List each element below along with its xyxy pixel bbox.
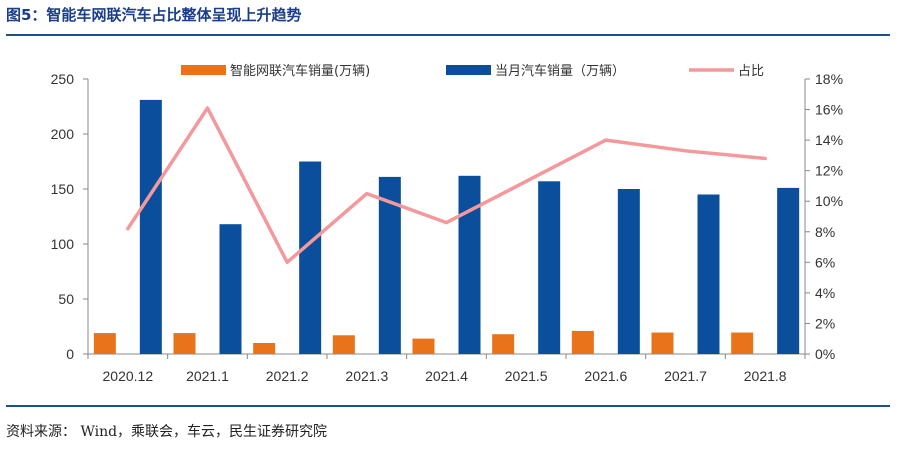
bar-total-car-sales	[458, 175, 481, 354]
y-right-tick-label: 0%	[815, 346, 835, 362]
share-point	[207, 107, 208, 109]
bar-total-car-sales	[378, 176, 401, 354]
x-tick-label: 2021.6	[584, 368, 627, 384]
bar-connected-car-sales	[412, 338, 435, 354]
y-right-tick-label: 16%	[815, 102, 843, 118]
legend-label-total: 当月汽车销量（万辆）	[495, 63, 625, 79]
y-right-tick-label: 2%	[815, 315, 835, 331]
chart-bars	[93, 99, 800, 355]
share-point	[525, 180, 527, 182]
x-tick-label: 2021.4	[425, 368, 468, 384]
x-tick-label: 2021.2	[266, 368, 309, 384]
x-tick-label: 2021.8	[744, 368, 787, 384]
share-point	[127, 228, 129, 230]
y-left-tick-label: 250	[51, 71, 75, 87]
bar-total-car-sales	[139, 99, 162, 355]
x-tick-label: 2021.7	[664, 368, 707, 384]
y-left-tick-label: 0	[66, 346, 74, 362]
bar-total-car-sales	[617, 189, 640, 354]
y-right-tick-label: 8%	[815, 224, 835, 240]
bar-connected-car-sales	[173, 333, 196, 354]
share-point	[605, 139, 607, 141]
bar-total-car-sales	[219, 224, 242, 354]
legend-label-share: 占比	[738, 64, 764, 79]
y-right-tick-label: 14%	[815, 132, 843, 148]
share-point	[764, 157, 766, 159]
x-tick-label: 2021.5	[505, 368, 548, 384]
legend-swatch-total	[446, 65, 491, 75]
bar-connected-car-sales	[651, 332, 674, 354]
chart-line	[126, 106, 767, 265]
y-right-tick-label: 10%	[815, 193, 843, 209]
bar-total-car-sales	[777, 187, 800, 354]
y-right-tick-label: 18%	[815, 71, 843, 87]
y-left-tick-label: 100	[51, 236, 75, 252]
bar-total-car-sales	[299, 161, 322, 354]
chart-axes: 0 50 100 150 200 250 0% 2% 4% 6% 8% 10% 12% 14% 16% 18%…	[51, 71, 843, 384]
legend-swatch-connected	[181, 65, 226, 75]
share-point	[446, 222, 447, 224]
bar-connected-car-sales	[332, 335, 355, 354]
bar-connected-car-sales	[571, 330, 594, 354]
y-left-tick-label: 50	[58, 291, 74, 307]
bar-total-car-sales	[697, 194, 720, 354]
bar-connected-car-sales	[253, 343, 276, 354]
figure-title: 图5：智能车网联汽车占比整体呈现上升趋势	[6, 6, 302, 24]
bar-connected-car-sales	[492, 334, 515, 354]
legend-label-connected: 智能网联汽车销量(万辆)	[230, 63, 370, 79]
source-note: 资料来源： Wind，乘联会，车云，民生证券研究院	[6, 424, 328, 440]
bar-connected-car-sales	[731, 332, 754, 354]
bar-total-car-sales	[538, 181, 561, 354]
y-left-tick-label: 150	[51, 181, 75, 197]
share-point	[685, 150, 686, 152]
y-left-tick-label: 200	[51, 126, 75, 142]
x-tick-label: 2021.3	[345, 368, 388, 384]
share-point	[286, 261, 288, 263]
bottom-divider	[6, 405, 890, 407]
x-tick-label: 2021.1	[186, 368, 229, 384]
y-right-tick-label: 6%	[815, 254, 835, 270]
chart-legend: 智能网联汽车销量(万辆) 当月汽车销量（万辆） 占比	[181, 63, 764, 79]
bar-connected-car-sales	[93, 333, 116, 354]
top-divider	[6, 34, 890, 36]
y-right-tick-label: 12%	[815, 163, 843, 179]
combo-chart: 0 50 100 150 200 250 0% 2% 4% 6% 8% 10% 12% 14% 16% 18%…	[51, 63, 843, 384]
x-tick-label: 2020.12	[103, 368, 154, 384]
y-right-tick-label: 4%	[815, 285, 835, 301]
share-point	[366, 193, 368, 195]
